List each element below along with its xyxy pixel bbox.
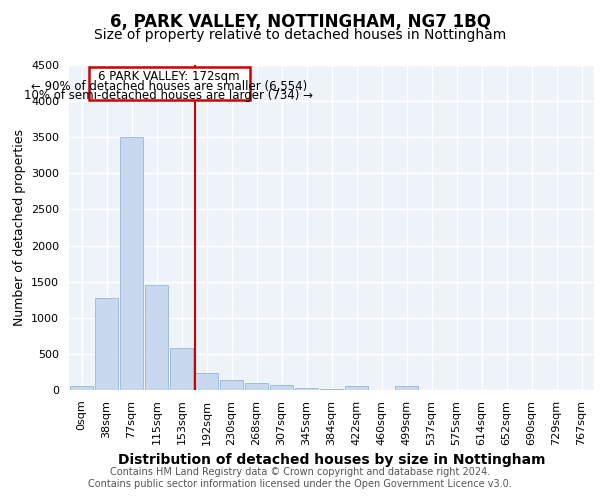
Bar [145, 284, 168, 390]
Bar [170, 348, 193, 390]
Bar [245, 383, 268, 390]
Bar [70, 386, 93, 390]
FancyBboxPatch shape [89, 67, 250, 100]
Text: ← 90% of detached houses are smaller (6,554): ← 90% of detached houses are smaller (6,… [31, 80, 307, 92]
Bar [295, 388, 318, 390]
Bar [120, 137, 143, 390]
Bar [95, 298, 118, 390]
Bar [395, 386, 418, 390]
Bar [220, 380, 243, 390]
Bar [270, 386, 293, 390]
Bar [345, 386, 368, 390]
Text: 6 PARK VALLEY: 172sqm: 6 PARK VALLEY: 172sqm [98, 70, 240, 84]
Y-axis label: Number of detached properties: Number of detached properties [13, 129, 26, 326]
Bar [195, 372, 218, 390]
Bar [320, 389, 343, 390]
X-axis label: Distribution of detached houses by size in Nottingham: Distribution of detached houses by size … [118, 453, 545, 467]
Text: 10% of semi-detached houses are larger (734) →: 10% of semi-detached houses are larger (… [25, 89, 314, 102]
Text: Contains HM Land Registry data © Crown copyright and database right 2024.
Contai: Contains HM Land Registry data © Crown c… [88, 468, 512, 489]
Text: 6, PARK VALLEY, NOTTINGHAM, NG7 1BQ: 6, PARK VALLEY, NOTTINGHAM, NG7 1BQ [110, 12, 491, 30]
Text: Size of property relative to detached houses in Nottingham: Size of property relative to detached ho… [94, 28, 506, 42]
